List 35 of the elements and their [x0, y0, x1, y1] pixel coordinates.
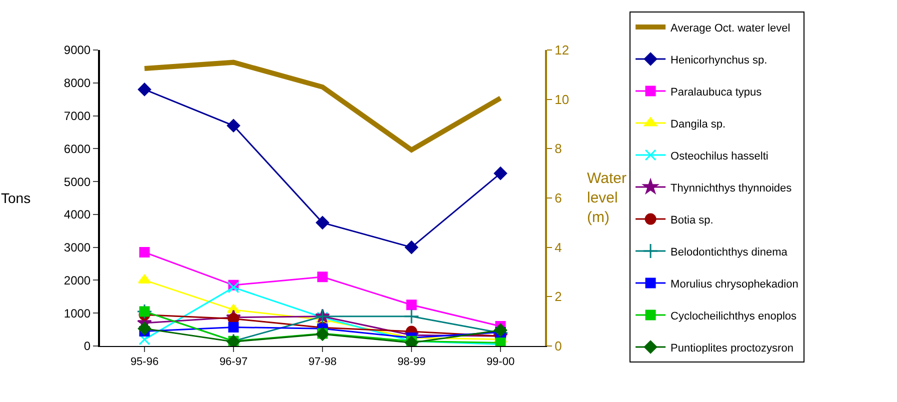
x-tick-label: 96-97 — [219, 356, 248, 368]
legend-label: Thynnichthys thynnoides — [670, 182, 792, 194]
y2-tick-label: 12 — [554, 42, 570, 58]
y2-tick-label: 8 — [554, 141, 562, 156]
y-tick-label: 9000 — [64, 43, 91, 58]
legend-label: Average Oct. water level — [670, 22, 790, 34]
y-axis-title: Tons — [1, 190, 31, 206]
x-tick-label: 99-00 — [486, 356, 515, 368]
y-tick-label: 8000 — [64, 76, 91, 90]
legend-label: Botia sp. — [670, 214, 714, 226]
legend-label: Dangila sp. — [670, 118, 726, 130]
x-tick-label: 95-96 — [130, 356, 159, 368]
y2-tick-label: 4 — [554, 240, 562, 255]
y-tick-label: 2000 — [64, 273, 91, 288]
legend-label: Puntioplites proctozysron — [670, 342, 794, 354]
y-tick-label: 3000 — [64, 240, 91, 255]
y-tick-label: 5000 — [64, 174, 91, 189]
legend-label: Henicorhynchus sp. — [670, 54, 768, 66]
y-tick-label: 7000 — [64, 108, 91, 123]
y-tick-label: 4000 — [64, 208, 91, 222]
y2-tick-label: 10 — [554, 92, 570, 107]
y-tick-label: 6000 — [64, 142, 91, 156]
legend-label: Morulius chrysophekadion — [670, 278, 798, 290]
y2-tick-label: 0 — [554, 338, 562, 354]
y-tick-label: 1000 — [64, 306, 91, 320]
y2-axis-title: Water level (m) — [587, 170, 626, 226]
legend-label: Paralaubuca typus — [670, 86, 762, 98]
legend-label: Cyclocheilichthys enoplos — [670, 310, 797, 322]
y-tick-label: 0 — [84, 339, 91, 354]
y2-tick-label: 6 — [554, 190, 562, 206]
x-tick-label: 97-98 — [308, 356, 337, 368]
legend-label: Osteochilus hasselti — [670, 150, 768, 162]
y2-tick-label: 2 — [554, 289, 562, 304]
x-tick-label: 98-99 — [397, 356, 426, 368]
legend-label: Belodontichthys dinema — [670, 246, 788, 258]
